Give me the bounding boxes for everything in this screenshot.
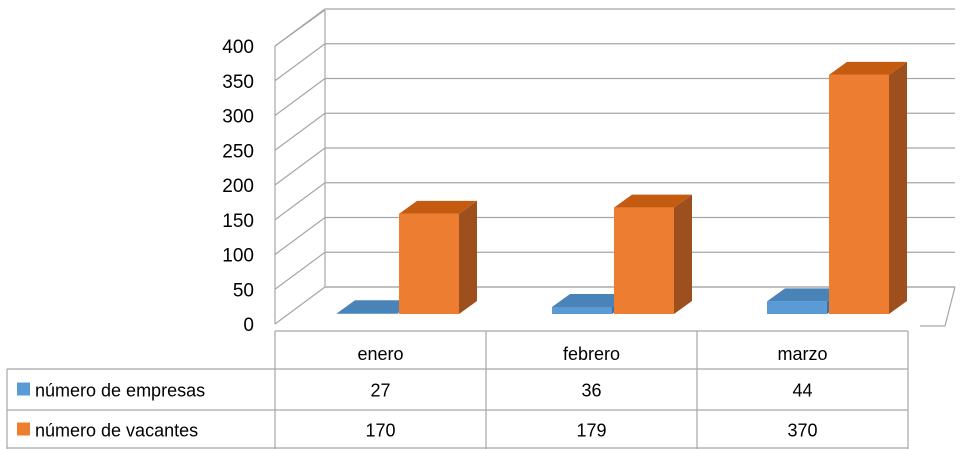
data-table: enero febrero marzo número de empresas 27 36 4… bbox=[6, 330, 909, 449]
x-tick-label: febrero bbox=[563, 344, 620, 364]
bar-front bbox=[829, 74, 889, 314]
bar-side bbox=[889, 61, 907, 314]
x-tick-label: marzo bbox=[777, 344, 827, 364]
y-axis: 0 50 100 150 200 250 300 350 400 bbox=[222, 37, 254, 336]
gridline bbox=[274, 182, 955, 221]
bar-vacantes-marzo bbox=[829, 61, 907, 314]
bar-front bbox=[767, 301, 827, 314]
bar-top bbox=[337, 300, 415, 314]
y-tick-label: 250 bbox=[222, 141, 254, 162]
gridline bbox=[274, 147, 955, 186]
legend-key bbox=[17, 382, 30, 396]
y-tick-label: 400 bbox=[222, 37, 254, 58]
gridline bbox=[274, 216, 955, 255]
y-tick-label: 200 bbox=[222, 176, 254, 197]
bar-vacantes-febrero bbox=[614, 194, 692, 314]
bar-top bbox=[399, 200, 477, 214]
x-tick-label: enero bbox=[357, 344, 403, 364]
gridline bbox=[274, 112, 955, 151]
bar-top bbox=[829, 61, 907, 75]
bars bbox=[337, 61, 907, 314]
bar-top bbox=[767, 288, 845, 302]
gridline bbox=[274, 286, 955, 325]
bar-top bbox=[552, 293, 630, 307]
bar-top bbox=[614, 194, 692, 208]
gridline bbox=[274, 8, 955, 47]
bar-front bbox=[614, 207, 674, 314]
bar-front bbox=[399, 213, 459, 314]
gridline bbox=[274, 43, 955, 82]
y-tick-label: 100 bbox=[222, 246, 254, 267]
bar-vacantes-enero bbox=[399, 200, 477, 314]
y-tick-label: 0 bbox=[243, 315, 254, 336]
y-tick-label: 350 bbox=[222, 72, 254, 93]
legend-label: número de empresas bbox=[35, 381, 205, 401]
gridline bbox=[274, 77, 955, 116]
gridlines bbox=[274, 8, 955, 325]
data-label: 27 bbox=[370, 381, 390, 401]
data-label: 179 bbox=[576, 421, 606, 441]
data-label: 370 bbox=[787, 421, 817, 441]
gridline bbox=[274, 251, 955, 290]
bar-side bbox=[459, 200, 477, 314]
legend-label: número de vacantes bbox=[35, 421, 198, 441]
data-label: 44 bbox=[792, 381, 812, 401]
floor-right-edge bbox=[944, 286, 956, 327]
y-tick-label: 300 bbox=[222, 107, 254, 128]
data-label: 170 bbox=[365, 421, 395, 441]
bar-front bbox=[552, 306, 612, 314]
y-tick-label: 150 bbox=[222, 211, 254, 232]
bar-side bbox=[674, 194, 692, 314]
legend-key bbox=[17, 422, 30, 436]
data-label: 36 bbox=[581, 381, 601, 401]
y-tick-label: 50 bbox=[233, 280, 254, 301]
bar-front bbox=[337, 313, 397, 314]
